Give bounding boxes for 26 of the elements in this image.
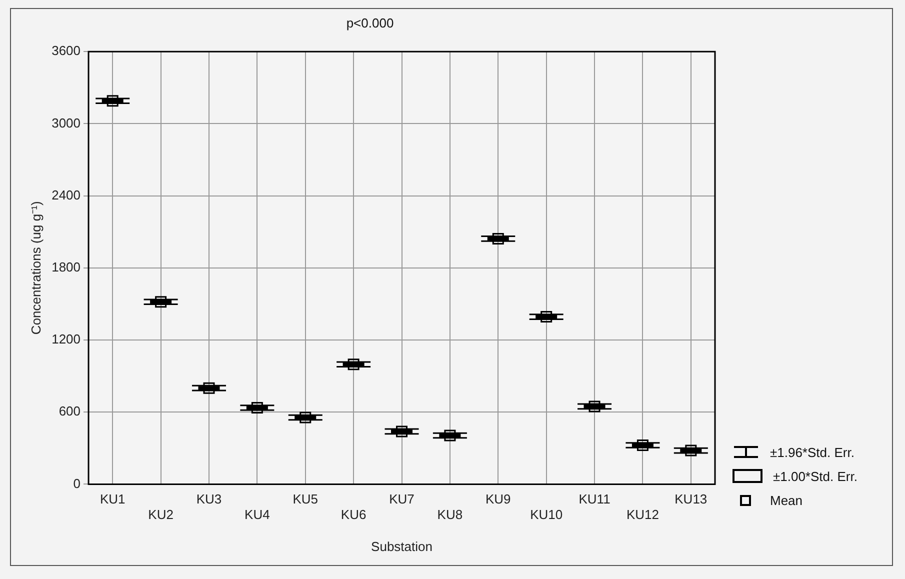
x-tick-label: KU11 — [578, 492, 610, 507]
y-tick-label: 600 — [58, 404, 81, 419]
x-tick-label: KU8 — [437, 507, 463, 522]
y-tick-label: 1800 — [52, 259, 81, 274]
x-tick-label: KU2 — [148, 507, 174, 522]
x-tick-label: KU5 — [292, 492, 318, 507]
text: ±1.00*Std. Err. — [773, 468, 858, 484]
x-tick-label: KU1 — [100, 492, 126, 507]
x-tick-label: KU3 — [196, 492, 222, 507]
text: Mean — [770, 492, 803, 508]
text: ±1.96*Std. Err. — [770, 444, 854, 460]
y-axis-title: Concentrations (ug g⁻¹) — [28, 201, 44, 335]
x-tick-label: KU4 — [244, 507, 270, 522]
x-tick-label: KU9 — [485, 492, 511, 507]
y-tick-label: 1200 — [52, 332, 81, 347]
x-axis-title: Substation — [371, 538, 432, 554]
y-tick-label: 3600 — [52, 43, 81, 58]
x-tick-label: KU10 — [530, 507, 563, 522]
y-tick-label: 3000 — [52, 115, 81, 130]
y-tick-label: 2400 — [52, 187, 81, 202]
x-tick-label: KU6 — [340, 507, 366, 522]
x-tick-label: KU12 — [626, 507, 659, 522]
x-tick-label: KU7 — [389, 492, 414, 507]
y-tick-label: 0 — [73, 476, 81, 491]
chart-title: p<0.000 — [346, 15, 394, 30]
x-tick-label: KU13 — [674, 492, 708, 507]
